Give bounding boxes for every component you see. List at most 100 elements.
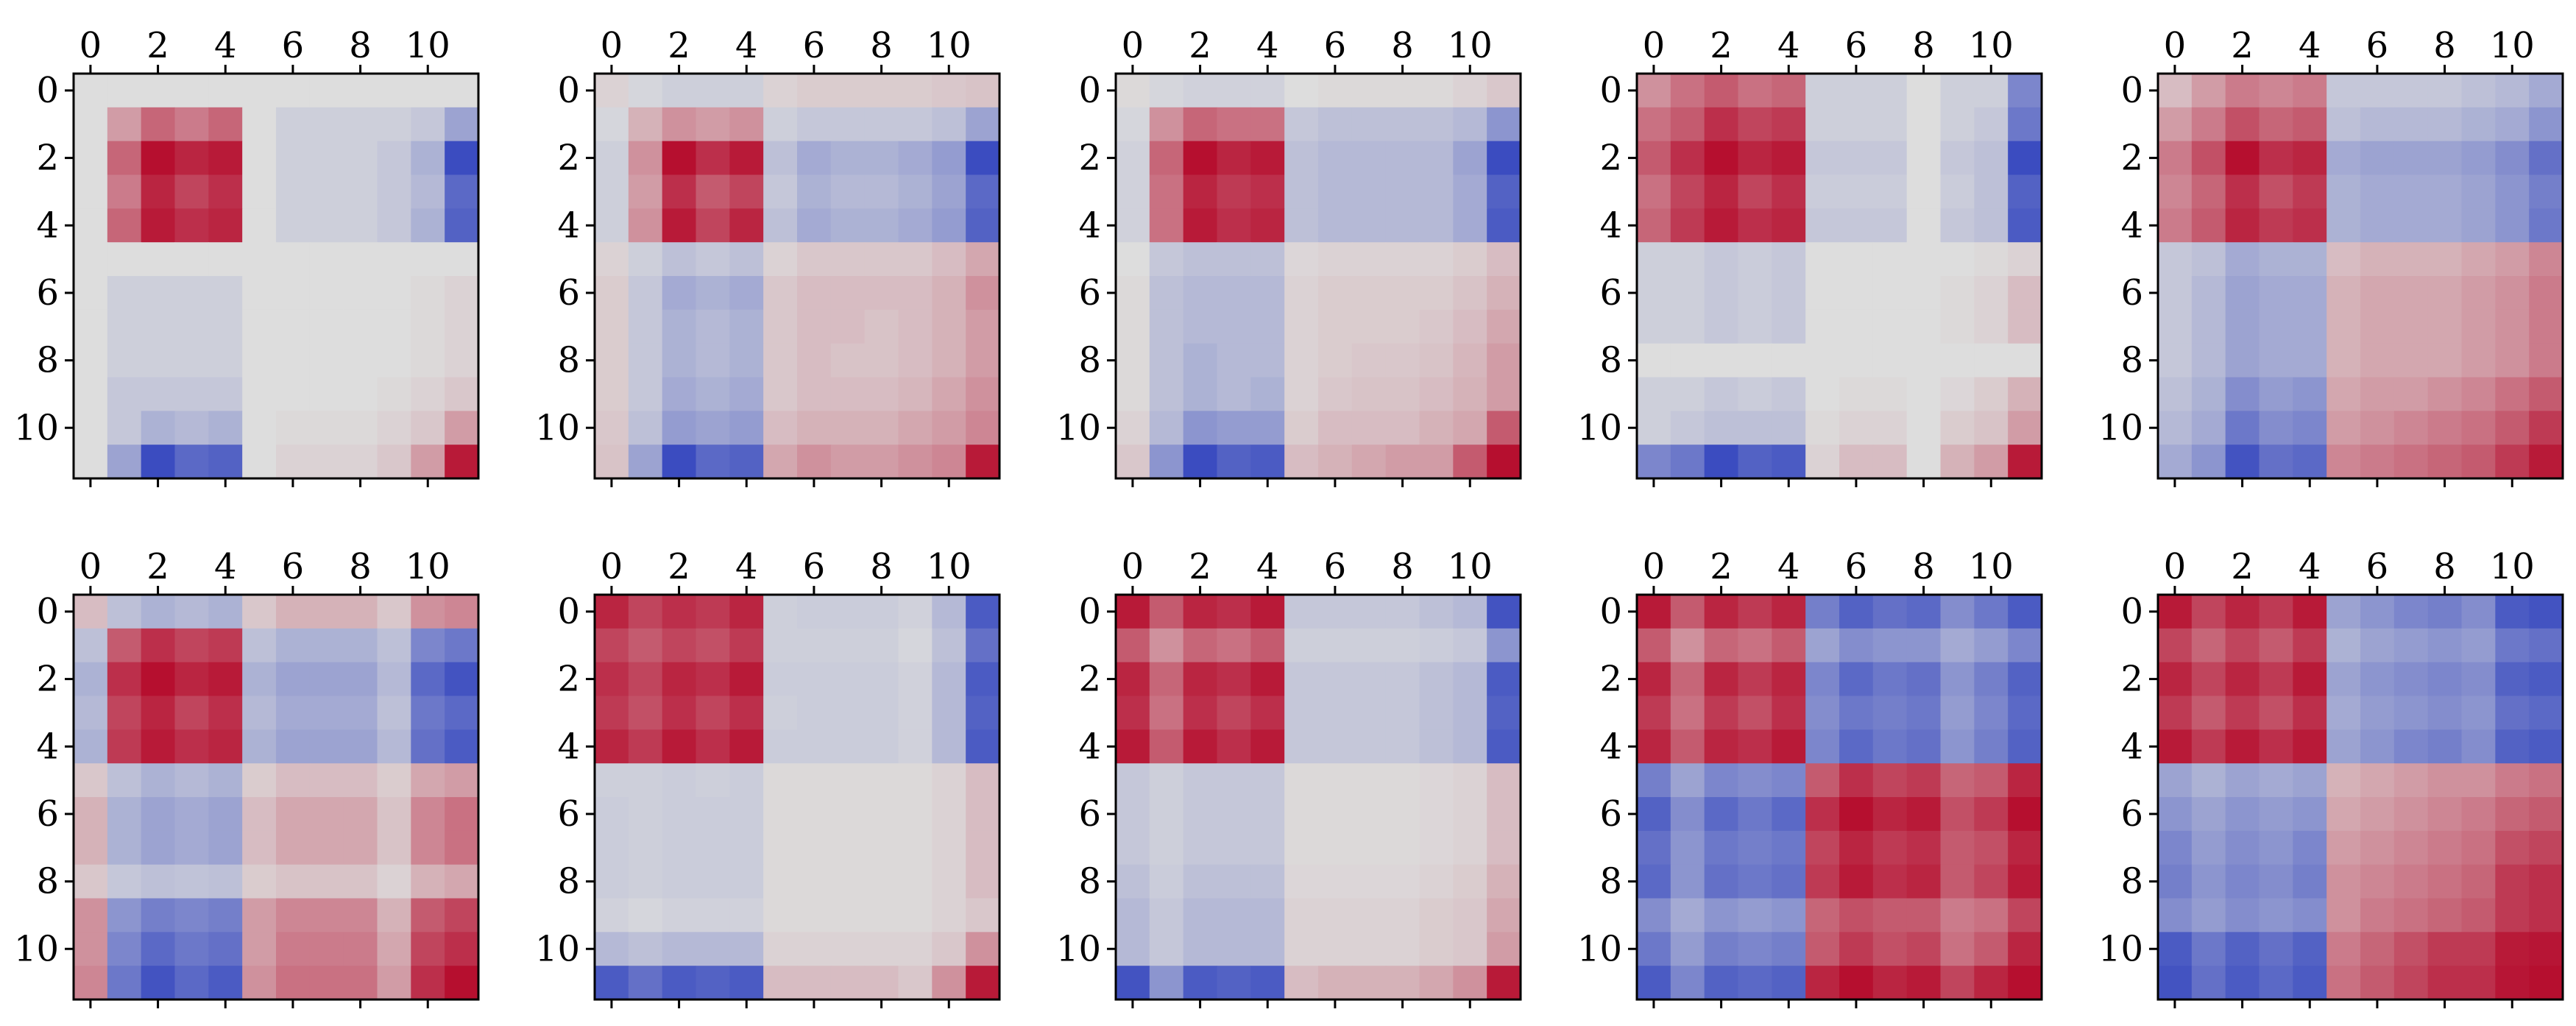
panel-8-cell-0-1 bbox=[1149, 595, 1184, 629]
panel-2-cell-11-8 bbox=[864, 445, 899, 479]
panel-7-cell-11-11 bbox=[966, 966, 1000, 1000]
panel-2-cell-10-9 bbox=[898, 411, 933, 445]
panel-5-cell-1-11 bbox=[2529, 107, 2563, 142]
panel-10-cell-5-0 bbox=[2158, 763, 2193, 798]
panel-1-axes-frame bbox=[72, 72, 480, 480]
panel-9-cell-9-8 bbox=[1906, 898, 1942, 933]
panel-3-cell-0-4 bbox=[1250, 74, 1285, 108]
panel-10-cell-2-8 bbox=[2427, 662, 2463, 697]
panel-5-cell-5-11 bbox=[2529, 242, 2563, 277]
panel-9-cell-11-3 bbox=[1738, 966, 1772, 1000]
panel-5-cell-0-4 bbox=[2293, 74, 2327, 108]
panel-7-cell-4-0 bbox=[595, 729, 629, 764]
panel-7-cell-6-1 bbox=[628, 797, 663, 832]
panel-10-cell-5-7 bbox=[2393, 763, 2429, 798]
panel-2-cell-10-11 bbox=[966, 411, 1000, 445]
panel-7-ytick-label-10: 10 bbox=[535, 928, 580, 969]
panel-4-cell-11-4 bbox=[1772, 445, 1806, 479]
panel-5-cell-2-3 bbox=[2259, 141, 2293, 176]
panel-7-cell-8-11 bbox=[966, 864, 1000, 899]
panel-5-cell-5-0 bbox=[2158, 242, 2193, 277]
panel-9-cell-8-6 bbox=[1839, 864, 1874, 899]
panel-10-cell-4-8 bbox=[2427, 729, 2463, 764]
panel-7-cell-10-3 bbox=[696, 932, 730, 966]
panel-7-xtick-label-6: 6 bbox=[803, 546, 826, 587]
panel-9-cell-7-6 bbox=[1839, 830, 1874, 866]
panel-9-cell-5-1 bbox=[1670, 763, 1705, 798]
panel-10-cell-0-4 bbox=[2293, 595, 2327, 629]
panel-9-cell-4-7 bbox=[1872, 729, 1908, 764]
panel-7-xtick-label-8: 8 bbox=[870, 546, 893, 587]
panel-6-cell-6-10 bbox=[411, 797, 445, 832]
panel-2-cell-3-10 bbox=[932, 174, 966, 209]
panel-9-cell-4-0 bbox=[1637, 729, 1671, 764]
panel-9-cell-9-7 bbox=[1872, 898, 1908, 933]
panel-8-cell-11-7 bbox=[1351, 966, 1387, 1000]
panel-6-cell-11-1 bbox=[107, 966, 142, 1000]
panel-5-cell-8-8 bbox=[2427, 343, 2463, 378]
panel-2-cell-2-5 bbox=[763, 141, 798, 176]
panel-3-cell-11-3 bbox=[1217, 445, 1251, 479]
panel-1-cell-10-10 bbox=[411, 411, 445, 445]
panel-7-cell-1-4 bbox=[729, 628, 764, 663]
panel-5-cell-4-3 bbox=[2259, 208, 2293, 243]
panel-6-cell-3-7 bbox=[309, 696, 344, 730]
panel-2-cell-7-2 bbox=[662, 309, 697, 344]
panel-10-cell-6-1 bbox=[2191, 797, 2226, 832]
panel-4-cell-6-6 bbox=[1839, 276, 1874, 311]
panel-9-cell-5-2 bbox=[1704, 763, 1739, 798]
panel-3-cell-11-7 bbox=[1351, 445, 1387, 479]
panel-8-cell-10-0 bbox=[1116, 932, 1150, 966]
panel-5-xtick-label-0: 0 bbox=[2164, 25, 2187, 66]
panel-6-cell-2-8 bbox=[343, 662, 378, 697]
panel-7-cell-10-2 bbox=[662, 932, 697, 966]
panel-1-xtick-label-0: 0 bbox=[79, 25, 102, 66]
panel-2-cell-5-7 bbox=[830, 242, 866, 277]
panel-8-cell-11-8 bbox=[1385, 966, 1420, 1000]
panel-3-cell-10-5 bbox=[1284, 411, 1319, 445]
panel-3-cell-2-2 bbox=[1183, 141, 1218, 176]
panel-5-cell-11-8 bbox=[2427, 445, 2463, 479]
panel-2-cell-8-11 bbox=[966, 343, 1000, 378]
panel-1-cell-4-8 bbox=[343, 208, 378, 243]
panel-4-cell-2-8 bbox=[1906, 141, 1942, 176]
panel-7-cell-7-7 bbox=[830, 830, 866, 866]
panel-8-cell-5-0 bbox=[1116, 763, 1150, 798]
panel-10-cell-10-1 bbox=[2191, 932, 2226, 966]
panel-4-ytick-label-2: 2 bbox=[1599, 138, 1622, 179]
panel-3-cell-6-11 bbox=[1487, 276, 1521, 311]
panel-10-cell-2-5 bbox=[2326, 662, 2361, 697]
panel-4-cell-11-10 bbox=[1974, 445, 2009, 479]
panel-2-cell-3-3 bbox=[696, 174, 730, 209]
panel-9-cell-4-3 bbox=[1738, 729, 1772, 764]
panel-7-cell-6-0 bbox=[595, 797, 629, 832]
panel-7-cell-5-2 bbox=[662, 763, 697, 798]
panel-7-cell-1-9 bbox=[898, 628, 933, 663]
panel-10-cell-9-8 bbox=[2427, 898, 2463, 933]
panel-3-xtick-label-4: 4 bbox=[1256, 25, 1279, 66]
panel-3-cell-8-4 bbox=[1250, 343, 1285, 378]
panel-9-cell-10-6 bbox=[1839, 932, 1874, 966]
panel-7-cell-9-3 bbox=[696, 898, 730, 933]
panel-7-cell-10-6 bbox=[797, 932, 832, 966]
panel-1-cell-8-4 bbox=[208, 343, 243, 378]
panel-10-cell-3-0 bbox=[2158, 696, 2193, 730]
panel-8-cell-2-4 bbox=[1250, 662, 1285, 697]
panel-4-cell-11-11 bbox=[2008, 445, 2042, 479]
panel-3-cell-10-3 bbox=[1217, 411, 1251, 445]
panel-2-cell-0-6 bbox=[797, 74, 832, 108]
panel-4-cell-3-1 bbox=[1670, 174, 1705, 209]
panel-1-ytick-label-2: 2 bbox=[36, 138, 59, 179]
panel-8-cell-9-7 bbox=[1351, 898, 1387, 933]
panel-6-cell-6-1 bbox=[107, 797, 142, 832]
panel-9-cell-5-10 bbox=[1974, 763, 2009, 798]
panel-3-cell-1-10 bbox=[1453, 107, 1487, 142]
panel-5-cell-8-4 bbox=[2293, 343, 2327, 378]
panel-5-cell-8-7 bbox=[2393, 343, 2429, 378]
panel-7-cell-2-11 bbox=[966, 662, 1000, 697]
panel-4-cell-2-9 bbox=[1940, 141, 1975, 176]
panel-1-cell-6-3 bbox=[174, 276, 209, 311]
panel-8-cell-1-7 bbox=[1351, 628, 1387, 663]
panel-5-cell-4-10 bbox=[2495, 208, 2530, 243]
